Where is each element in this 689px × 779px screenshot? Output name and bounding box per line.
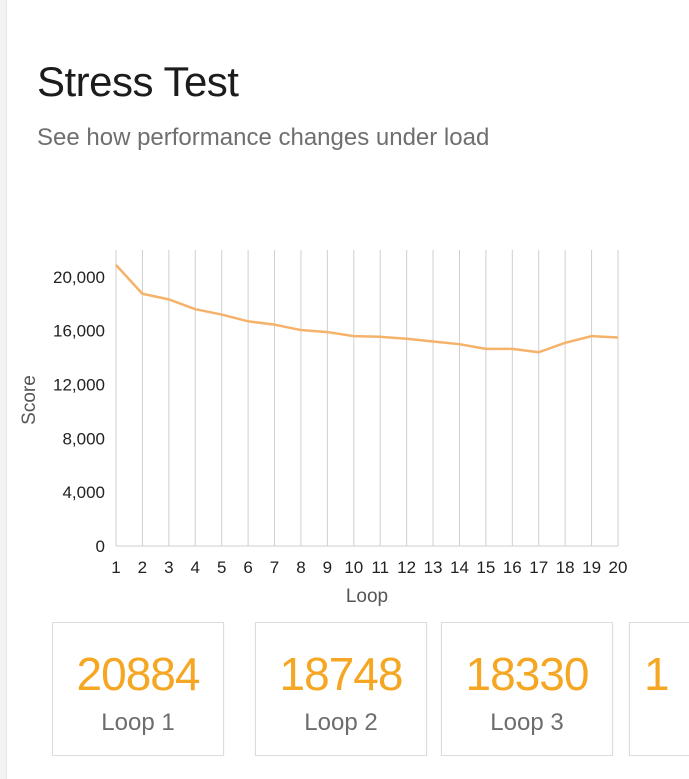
loop-score-value: 20884 — [76, 648, 201, 700]
y-tick-label: 0 — [96, 537, 105, 556]
y-tick-label: 20,000 — [53, 268, 105, 287]
loop-score-tiles[interactable]: 20884 Loop 1 18748 Loop 2 18330 Loop 3 1 — [52, 622, 689, 756]
x-tick-label: 12 — [397, 558, 416, 577]
y-axis-title: Score — [19, 375, 40, 425]
x-tick-label: 16 — [503, 558, 522, 577]
loop-score-label: Loop 1 — [101, 709, 175, 736]
page-title: Stress Test — [37, 58, 239, 105]
chart-grid — [115, 250, 619, 547]
x-tick-label: 17 — [529, 558, 548, 577]
y-tick-label: 4,000 — [62, 483, 105, 502]
x-tick-label: 13 — [424, 558, 443, 577]
x-tick-label: 9 — [323, 558, 332, 577]
loop-score-tile[interactable]: 20884 Loop 1 — [52, 622, 224, 756]
x-tick-label: 1 — [111, 558, 120, 577]
y-tick-label: 8,000 — [62, 429, 105, 448]
loop-score-label: Loop 3 — [490, 709, 564, 736]
loop-score-tile[interactable]: 18748 Loop 2 — [255, 622, 427, 756]
x-tick-label: 5 — [217, 558, 226, 577]
y-axis-ticks: 0 4,000 8,000 12,000 16,000 20,000 — [53, 268, 105, 556]
x-tick-label: 15 — [476, 558, 495, 577]
x-tick-label: 7 — [270, 558, 279, 577]
x-tick-label: 11 — [371, 558, 389, 577]
x-axis-ticks: 1 2 3 4 5 6 7 8 9 10 11 12 13 14 15 16 17 18 19 20 — [111, 558, 627, 577]
x-tick-label: 4 — [191, 558, 200, 577]
x-tick-label: 2 — [138, 558, 147, 577]
x-tick-label: 20 — [609, 558, 628, 577]
loop-score-tile[interactable]: 18330 Loop 3 — [441, 622, 613, 756]
x-axis-title: Loop — [346, 586, 388, 607]
chart-series — [115, 264, 619, 354]
x-tick-label: 3 — [164, 558, 173, 577]
loop-score-value: 18748 — [279, 648, 404, 700]
loop-score-tile[interactable]: 1 — [629, 622, 689, 756]
x-tick-label: 10 — [344, 558, 363, 577]
page-subtitle: See how performance changes under load — [37, 124, 490, 151]
x-tick-label: 14 — [450, 558, 469, 577]
x-tick-label: 6 — [243, 558, 252, 577]
y-tick-label: 12,000 — [53, 376, 105, 395]
stress-test-card: Stress Test See how performance changes … — [6, 0, 689, 779]
x-tick-label: 19 — [582, 558, 601, 577]
x-tick-label: 8 — [296, 558, 305, 577]
series-line — [115, 264, 619, 354]
loop-score-value: 18330 — [465, 648, 590, 700]
loop-score-value: 1 — [644, 648, 670, 700]
y-tick-label: 16,000 — [53, 322, 105, 341]
x-tick-label: 18 — [556, 558, 575, 577]
loop-score-label: Loop 2 — [304, 709, 378, 736]
